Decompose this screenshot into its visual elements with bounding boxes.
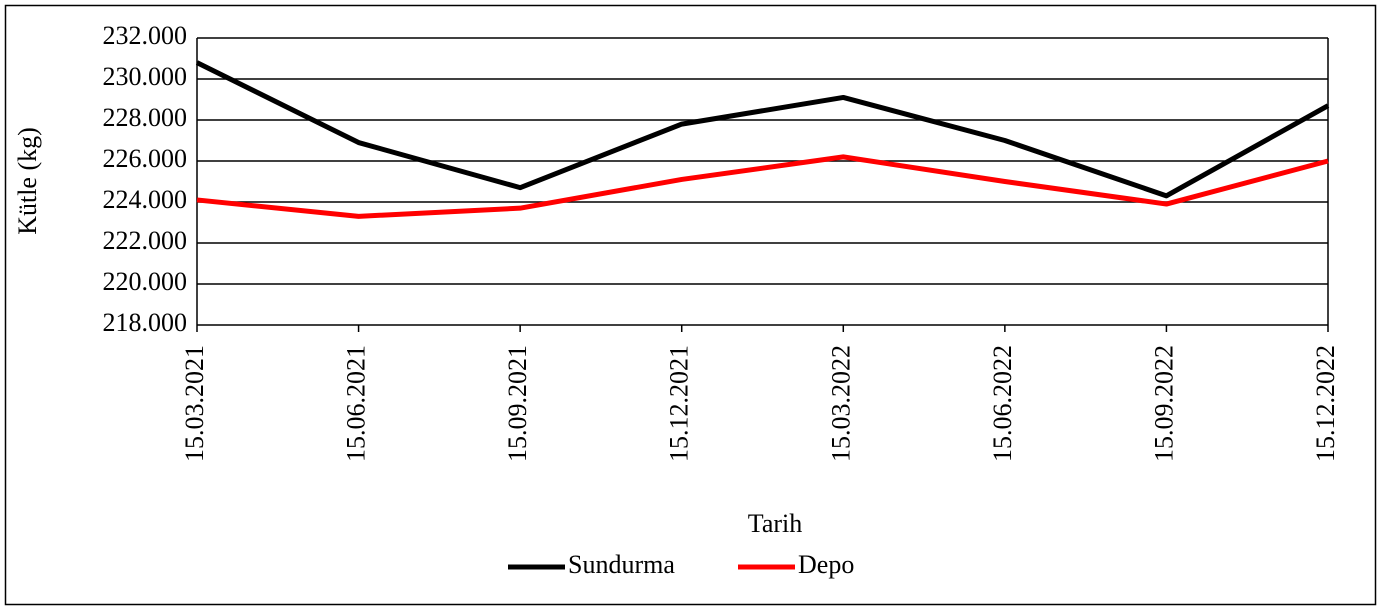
series-line	[195, 60, 1330, 199]
x-tick-label: 15.06.2021	[342, 345, 371, 462]
x-tick-label: 15.03.2021	[180, 345, 209, 462]
y-tick-label: 228.000	[103, 103, 188, 132]
series-line	[196, 154, 1329, 219]
x-tick-label: 15.09.2022	[1149, 345, 1178, 462]
x-axis-label: Tarih	[748, 509, 803, 538]
y-tick-label: 224.000	[103, 185, 188, 214]
x-tick-label: 15.12.2021	[665, 345, 694, 462]
chart-frame	[4, 4, 1377, 606]
y-tick-label: 232.000	[103, 21, 188, 50]
legend-label: Sundurma	[568, 550, 675, 579]
y-tick-label: 222.000	[103, 226, 188, 255]
y-tick-label: 230.000	[103, 62, 188, 91]
x-tick-label: 15.03.2022	[826, 345, 855, 462]
y-tick-label: 226.000	[103, 144, 188, 173]
legend-label: Depo	[798, 550, 854, 579]
y-tick-label: 218.000	[103, 308, 188, 337]
y-tick-label: 220.000	[103, 267, 188, 296]
x-tick-label: 15.12.2022	[1311, 345, 1340, 462]
x-tick-label: 15.09.2021	[503, 345, 532, 462]
x-tick-label: 15.06.2022	[988, 345, 1017, 462]
y-axis-label: Kütle (kg)	[13, 127, 42, 235]
